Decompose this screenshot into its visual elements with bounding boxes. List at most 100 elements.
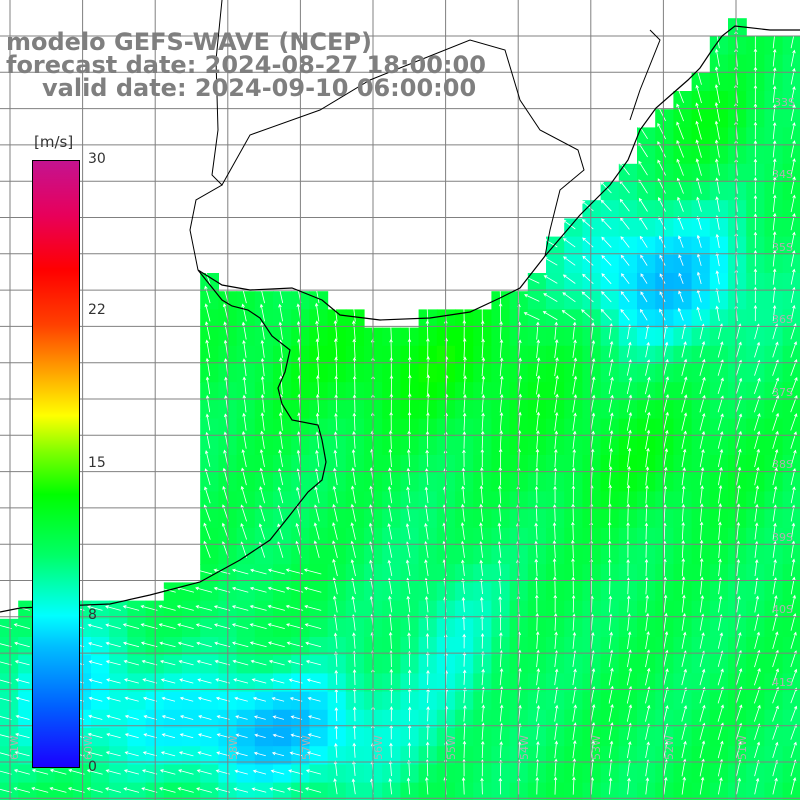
wind-arrow xyxy=(424,486,429,504)
wind-arrow xyxy=(562,219,576,230)
wind-arrow xyxy=(88,660,103,666)
wind-arrow xyxy=(640,291,648,303)
wind-arrow xyxy=(177,623,194,629)
wind-arrow xyxy=(772,194,777,213)
wind-arrow xyxy=(715,31,720,49)
wind-arrow xyxy=(333,632,338,649)
wind-arrow xyxy=(790,594,796,613)
wind-arrow xyxy=(663,341,669,358)
wind-arrow xyxy=(480,632,485,649)
wind-arrow xyxy=(590,448,595,468)
wind-arrow xyxy=(242,339,247,358)
wind-arrow xyxy=(179,678,194,684)
wind-arrow xyxy=(497,559,502,576)
wind-arrow xyxy=(790,341,798,358)
wind-arrow xyxy=(676,140,684,158)
wind-arrow xyxy=(754,704,761,722)
wind-arrow xyxy=(0,625,12,629)
wind-arrow xyxy=(352,394,357,413)
wind-arrow xyxy=(105,769,121,775)
wind-arrow xyxy=(352,338,357,359)
wind-arrow xyxy=(663,594,668,613)
wind-arrow xyxy=(657,104,666,122)
wind-arrow xyxy=(790,158,796,176)
lat-label: 37S xyxy=(772,386,793,399)
wind-arrow xyxy=(639,235,648,248)
wind-arrow xyxy=(352,357,357,377)
wind-arrow xyxy=(426,669,430,685)
wind-arrow xyxy=(554,430,559,449)
wind-arrow xyxy=(754,777,760,795)
wind-arrow xyxy=(314,302,320,322)
wind-arrow xyxy=(677,307,684,321)
wind-arrow xyxy=(480,596,484,613)
wind-arrow xyxy=(254,715,266,720)
wind-arrow xyxy=(772,122,777,140)
wind-arrow xyxy=(252,696,267,702)
wind-arrow xyxy=(554,740,559,759)
wind-arrow xyxy=(88,714,103,720)
wind-arrow xyxy=(772,140,777,158)
wind-speed-cell xyxy=(728,691,747,711)
wind-arrow xyxy=(754,377,761,395)
wind-arrow xyxy=(699,394,706,413)
wind-arrow xyxy=(657,122,666,140)
wind-arrow xyxy=(106,678,121,684)
wind-speed-cell xyxy=(309,782,329,800)
wind-arrow xyxy=(608,394,614,413)
wind-arrow xyxy=(462,651,467,667)
wind-arrow xyxy=(204,285,211,304)
wind-arrow xyxy=(205,357,211,377)
wind-arrow xyxy=(554,357,559,377)
wind-arrow xyxy=(790,304,796,322)
colorbar xyxy=(32,160,80,768)
wind-arrow xyxy=(608,466,613,486)
wind-arrow xyxy=(160,751,176,757)
wind-arrow xyxy=(105,660,121,666)
wind-arrow xyxy=(352,742,357,758)
wind-arrow xyxy=(268,659,285,666)
wind-arrow xyxy=(334,375,339,395)
wind-arrow xyxy=(714,120,720,140)
wind-arrow xyxy=(608,777,613,795)
wind-arrow xyxy=(498,596,502,613)
wind-arrow xyxy=(267,623,285,629)
colorbar-tick: 0 xyxy=(88,759,97,775)
lon-label: 51W xyxy=(736,735,749,760)
lat-label: 35S xyxy=(772,241,793,254)
lon-label: 52W xyxy=(663,735,676,760)
wind-arrow xyxy=(718,777,723,795)
wind-arrow xyxy=(479,503,483,522)
wind-speed-cell xyxy=(36,782,56,800)
wind-arrow xyxy=(627,429,632,450)
wind-arrow xyxy=(715,305,720,321)
wind-speed-cell xyxy=(673,382,693,401)
wind-arrow xyxy=(677,196,684,212)
wind-arrow xyxy=(271,697,285,702)
wind-arrow xyxy=(754,412,761,431)
wind-arrow xyxy=(332,558,338,577)
wind-arrow xyxy=(315,320,320,340)
wind-arrow xyxy=(553,776,558,795)
wind-arrow xyxy=(535,448,540,468)
wind-arrow xyxy=(772,412,780,431)
wind-arrow xyxy=(250,659,267,666)
wind-arrow xyxy=(601,236,612,248)
wind-arrow xyxy=(699,595,705,613)
wind-arrow xyxy=(536,411,541,431)
wind-speed-cell xyxy=(127,782,147,800)
wind-arrow xyxy=(571,467,576,486)
wind-arrow xyxy=(736,595,741,613)
wind-arrow xyxy=(681,558,686,577)
wind-arrow xyxy=(426,723,430,740)
wind-arrow xyxy=(499,412,504,431)
wind-arrow xyxy=(572,321,577,340)
wind-arrow xyxy=(536,704,541,722)
wind-arrow xyxy=(699,668,706,686)
wind-arrow xyxy=(754,466,760,486)
wind-arrow xyxy=(260,339,265,358)
wind-arrow xyxy=(552,522,557,540)
wind-arrow xyxy=(676,103,684,122)
wind-arrow xyxy=(234,696,248,702)
wind-arrow xyxy=(462,301,466,322)
